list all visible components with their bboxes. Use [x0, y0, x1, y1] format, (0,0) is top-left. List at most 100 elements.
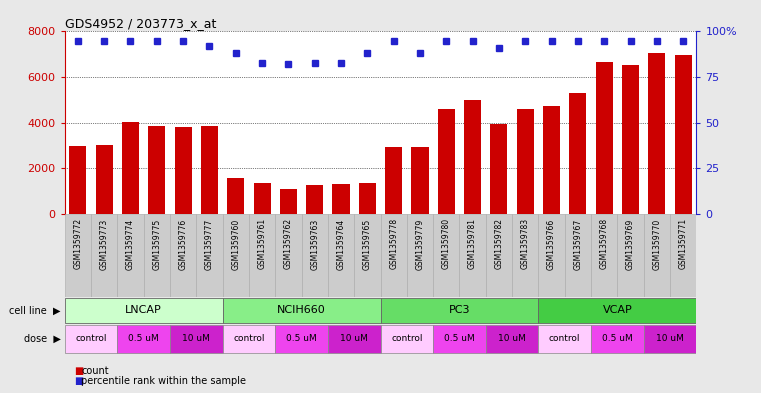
- Text: 10 uM: 10 uM: [498, 334, 526, 343]
- Bar: [380, 325, 433, 353]
- Bar: [407, 214, 433, 297]
- Bar: [223, 325, 275, 353]
- Bar: [591, 325, 644, 353]
- Bar: [438, 109, 455, 214]
- Bar: [622, 64, 639, 214]
- Bar: [565, 214, 591, 297]
- Bar: [512, 214, 539, 297]
- Bar: [433, 325, 486, 353]
- Bar: [301, 214, 328, 297]
- Text: count: count: [81, 366, 109, 376]
- Bar: [385, 147, 403, 214]
- Bar: [223, 214, 249, 297]
- Text: GSM1359768: GSM1359768: [600, 219, 609, 270]
- Text: NCIH660: NCIH660: [277, 305, 326, 316]
- Bar: [275, 325, 328, 353]
- Text: GSM1359770: GSM1359770: [652, 219, 661, 270]
- Text: GSM1359777: GSM1359777: [205, 219, 214, 270]
- Bar: [543, 106, 560, 214]
- Text: GSM1359771: GSM1359771: [679, 219, 688, 270]
- Bar: [539, 298, 696, 323]
- Text: GSM1359776: GSM1359776: [179, 219, 188, 270]
- Text: percentile rank within the sample: percentile rank within the sample: [81, 376, 247, 386]
- Bar: [223, 298, 380, 323]
- Bar: [306, 185, 323, 214]
- Text: GSM1359769: GSM1359769: [626, 219, 635, 270]
- Text: GSM1359772: GSM1359772: [73, 219, 82, 270]
- Text: 0.5 uM: 0.5 uM: [286, 334, 317, 343]
- Bar: [117, 214, 144, 297]
- Text: 0.5 uM: 0.5 uM: [129, 334, 159, 343]
- Text: cell line  ▶: cell line ▶: [9, 305, 61, 316]
- Bar: [490, 124, 508, 214]
- Text: GDS4952 / 203773_x_at: GDS4952 / 203773_x_at: [65, 17, 216, 30]
- Bar: [617, 214, 644, 297]
- Text: 10 uM: 10 uM: [183, 334, 210, 343]
- Bar: [433, 214, 460, 297]
- Text: GSM1359779: GSM1359779: [416, 219, 425, 270]
- Text: GSM1359783: GSM1359783: [521, 219, 530, 270]
- Text: VCAP: VCAP: [603, 305, 632, 316]
- Text: GSM1359766: GSM1359766: [547, 219, 556, 270]
- Bar: [380, 298, 539, 323]
- Text: GSM1359781: GSM1359781: [468, 219, 477, 269]
- Bar: [354, 214, 380, 297]
- Text: LNCAP: LNCAP: [126, 305, 162, 316]
- Bar: [122, 122, 139, 214]
- Bar: [91, 214, 117, 297]
- Text: GSM1359778: GSM1359778: [389, 219, 398, 270]
- Text: PC3: PC3: [449, 305, 470, 316]
- Text: GSM1359775: GSM1359775: [152, 219, 161, 270]
- Bar: [174, 127, 192, 214]
- Bar: [644, 214, 670, 297]
- Bar: [460, 214, 486, 297]
- Bar: [333, 184, 349, 214]
- Bar: [328, 325, 380, 353]
- Bar: [644, 325, 696, 353]
- Bar: [196, 214, 222, 297]
- Bar: [275, 214, 301, 297]
- Text: ■: ■: [74, 376, 83, 386]
- Bar: [144, 214, 170, 297]
- Text: GSM1359761: GSM1359761: [257, 219, 266, 270]
- Text: ■: ■: [74, 366, 83, 376]
- Bar: [148, 126, 165, 214]
- Bar: [569, 93, 587, 214]
- Text: GSM1359764: GSM1359764: [336, 219, 345, 270]
- Text: GSM1359767: GSM1359767: [573, 219, 582, 270]
- Bar: [201, 126, 218, 214]
- Text: 10 uM: 10 uM: [340, 334, 368, 343]
- Bar: [117, 325, 170, 353]
- Bar: [674, 55, 692, 214]
- Bar: [380, 214, 407, 297]
- Text: GSM1359763: GSM1359763: [310, 219, 319, 270]
- Bar: [670, 214, 696, 297]
- Bar: [96, 145, 113, 214]
- Bar: [249, 214, 275, 297]
- Text: GSM1359765: GSM1359765: [363, 219, 372, 270]
- Text: GSM1359773: GSM1359773: [100, 219, 109, 270]
- Bar: [517, 109, 533, 214]
- Text: 10 uM: 10 uM: [656, 334, 684, 343]
- Bar: [539, 325, 591, 353]
- Text: 0.5 uM: 0.5 uM: [444, 334, 475, 343]
- Bar: [648, 53, 665, 214]
- Bar: [69, 146, 87, 214]
- Bar: [65, 214, 91, 297]
- Bar: [464, 100, 481, 214]
- Bar: [591, 214, 617, 297]
- Text: GSM1359760: GSM1359760: [231, 219, 240, 270]
- Bar: [280, 189, 297, 214]
- Text: GSM1359762: GSM1359762: [284, 219, 293, 270]
- Text: 0.5 uM: 0.5 uM: [602, 334, 632, 343]
- Bar: [596, 62, 613, 214]
- Bar: [358, 184, 376, 214]
- Text: dose  ▶: dose ▶: [24, 334, 61, 344]
- Bar: [486, 214, 512, 297]
- Bar: [539, 214, 565, 297]
- Bar: [170, 214, 196, 297]
- Text: control: control: [233, 334, 265, 343]
- Text: GSM1359780: GSM1359780: [442, 219, 451, 270]
- Text: control: control: [549, 334, 581, 343]
- Bar: [65, 325, 117, 353]
